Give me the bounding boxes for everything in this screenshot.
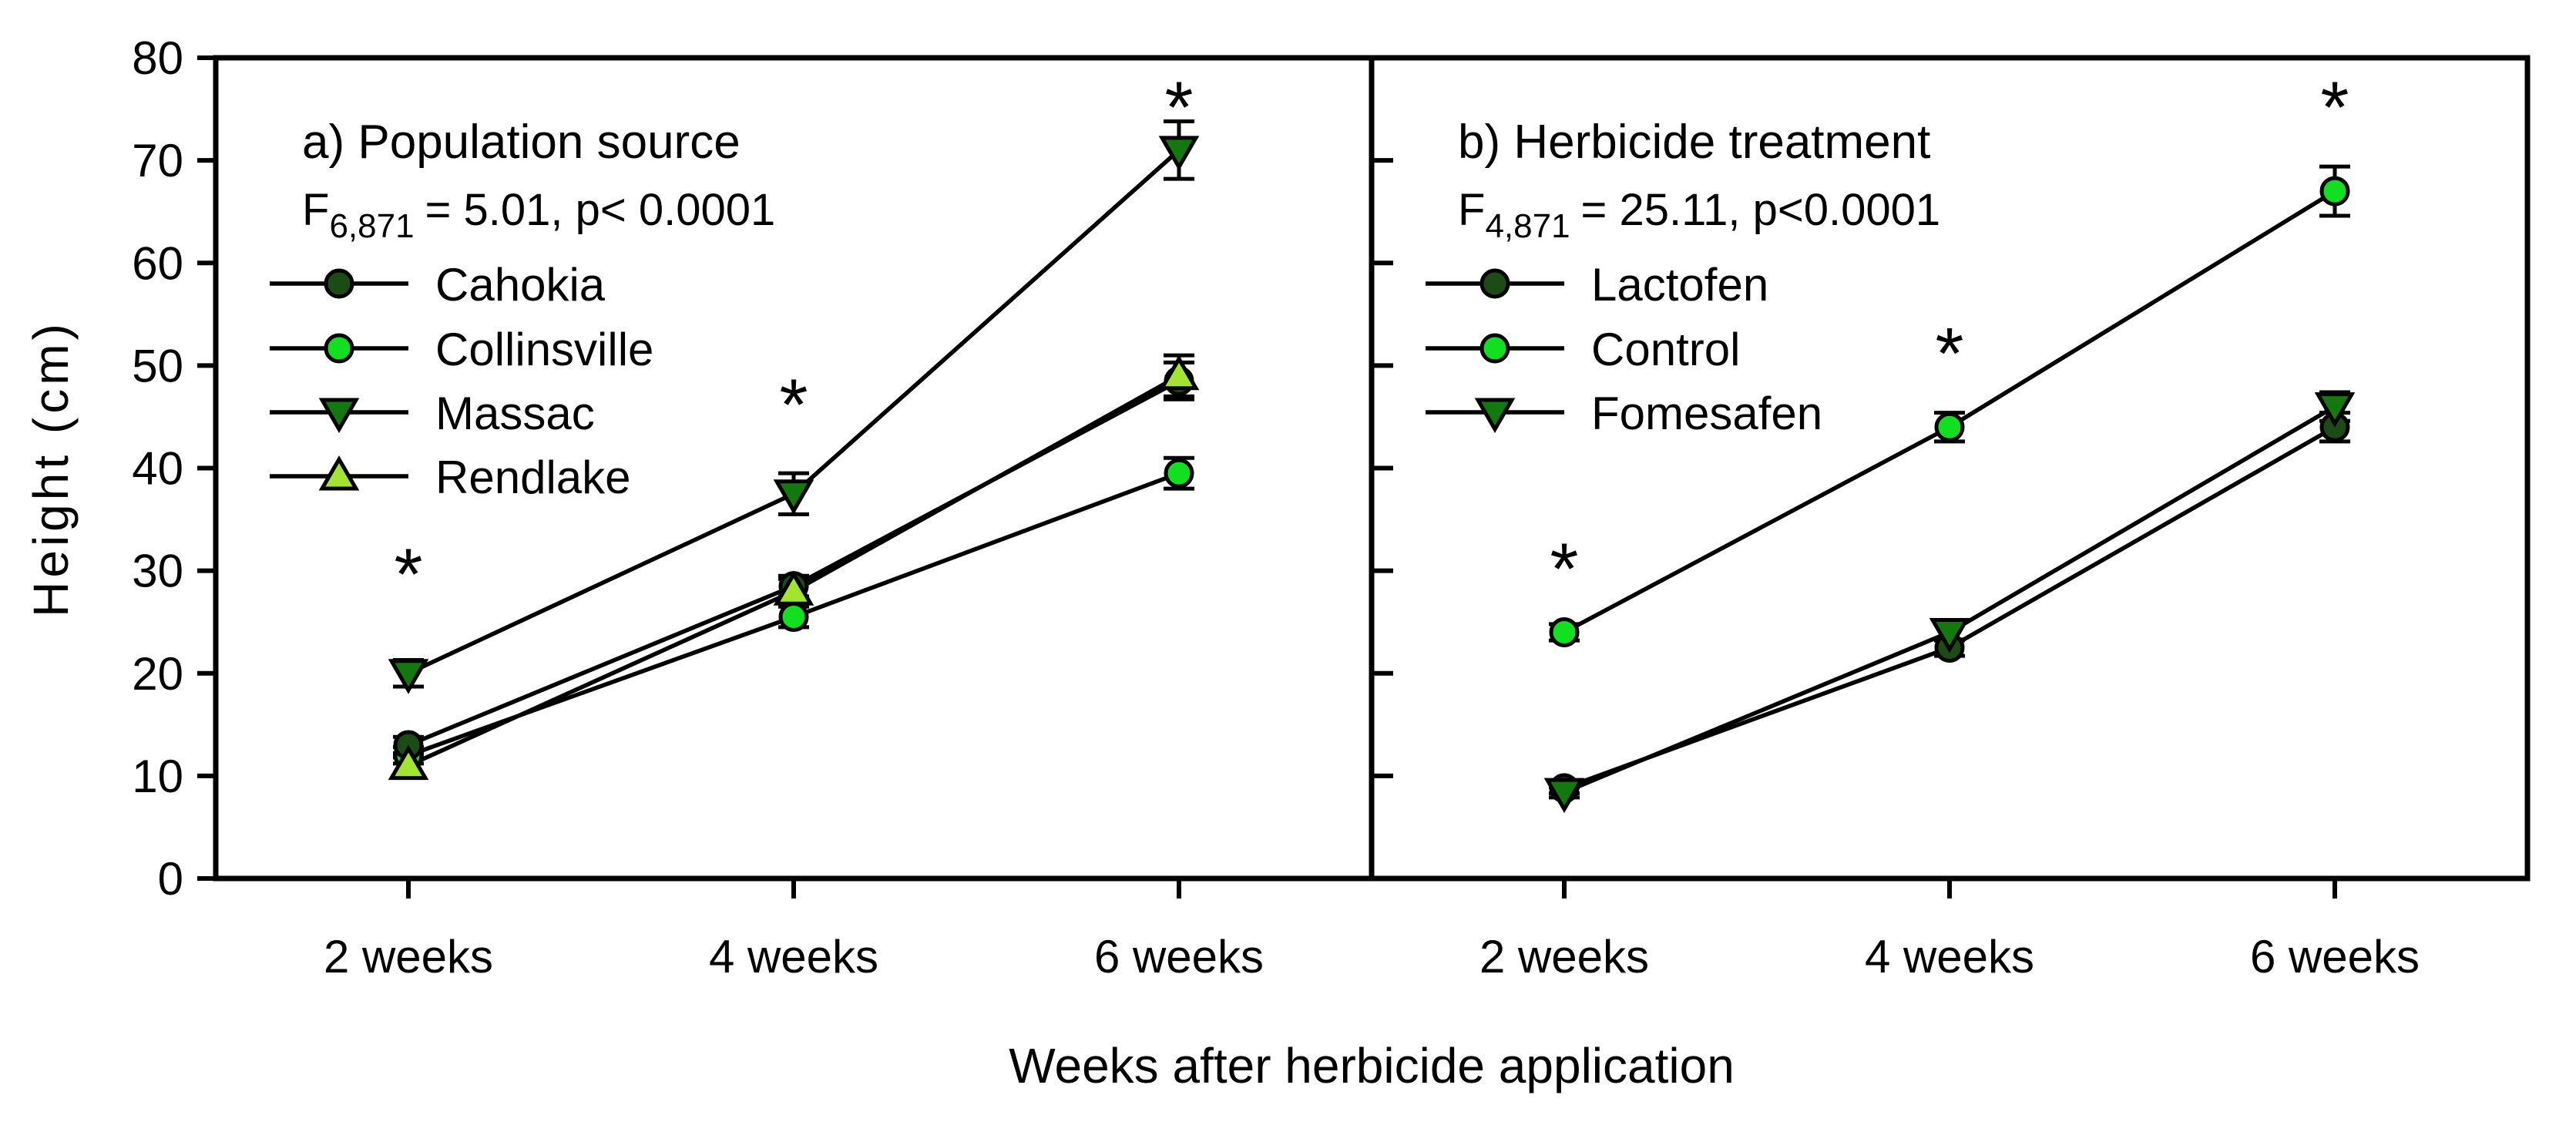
legend-item-massac: Massac [270,388,595,439]
panel-a-title: a) Population source [302,116,741,169]
significance-asterisk: * [395,533,423,615]
marker-control-2 [1934,411,1965,442]
y-axis-tick-label: 30 [132,546,183,597]
legend-label-cahokia: Cahokia [435,259,606,311]
chart-plot-area: 0 10 20 30 40 50 60 70 80 2 weeks 4 weeks 6 weeks * *… [132,32,2531,983]
series-line-lactofen [1563,425,2336,791]
significance-asterisk: * [1550,529,1579,610]
panel-a-fstat-rest: = 5.01, p< 0.0001 [425,185,776,235]
panel-a-fstat-subscript: 6,871 [329,207,414,245]
series-line-fomesafen [1563,405,2336,794]
triangle-down-icon [318,398,360,433]
marker-collinsville-2 [778,602,809,633]
significance-asterisk: * [1165,67,1194,149]
legend-item-fomesafen: Fomesafen [1426,388,1822,439]
panel-b-fstat-subscript: 4,871 [1485,207,1570,245]
legend-label-fomesafen: Fomesafen [1591,388,1822,439]
significance-asterisk: * [2321,67,2349,149]
x-axis-tick-label: 2 weeks [324,931,493,983]
panel-b-fstat: F4,871 = 25.11, p<0.0001 [1458,185,1940,245]
legend-label-lactofen: Lactofen [1591,259,1768,311]
y-axis-tick-label: 60 [132,237,183,289]
significance-asterisk: * [1936,313,1964,395]
y-axis-tick-label: 20 [132,648,183,700]
y-axis-tick-label: 10 [132,751,183,802]
marker-fomesafen-2 [1929,618,1970,653]
marker-control-3 [2319,176,2350,207]
x-axis-tick-label: 6 weeks [1094,931,1264,983]
panel-b-title: b) Herbicide treatment [1458,116,1930,169]
marker-massac-1 [388,659,429,694]
marker-rendlake-2 [773,570,814,606]
y-axis-tick-label: 80 [132,32,183,84]
circle-icon [324,268,354,299]
x-axis-tick-label: 4 weeks [709,931,878,983]
triangle-down-icon [1474,398,1516,433]
legend-label-massac: Massac [435,388,595,439]
y-axis-tick-label: 40 [132,443,183,495]
legend-item-control: Control [1426,324,1740,375]
panel-b-fstat-rest: = 25.11, p<0.0001 [1581,185,1941,235]
significance-asterisk: * [780,364,808,446]
panel-a-fstat-base: F [302,185,329,235]
legend-label-control: Control [1591,324,1740,375]
x-axis-tick-label: 6 weeks [2250,931,2420,983]
panel-b-fstat-base: F [1458,185,1485,235]
x-axis-title: Weeks after herbicide application [1009,1038,1735,1093]
marker-control-1 [1549,617,1580,647]
legend-item-rendlake: Rendlake [270,452,631,503]
legend-label-collinsville: Collinsville [435,324,653,375]
marker-massac-2 [773,479,814,515]
marker-fomesafen-1 [1543,778,1585,814]
marker-rendlake-1 [388,744,429,781]
y-axis-tick-label: 0 [158,853,183,905]
triangle-up-icon [318,455,360,491]
legend-item-collinsville: Collinsville [270,324,653,375]
panel-a-fstat: F6,871 = 5.01, p< 0.0001 [302,185,775,245]
circle-icon [324,333,354,364]
marker-massac-3 [1158,136,1200,171]
y-axis-tick-label: 50 [132,340,183,391]
y-axis-title: Height (cm) [23,320,79,617]
x-axis-tick-label: 4 weeks [1865,931,2034,983]
marker-collinsville-3 [1164,458,1194,489]
marker-rendlake-3 [1158,354,1200,391]
circle-icon [1479,333,1510,364]
legend-label-rendlake: Rendlake [435,452,631,503]
legend-item-cahokia: Cahokia [270,259,606,311]
x-axis-tick-label: 2 weeks [1479,931,1649,983]
circle-icon [1479,268,1510,299]
y-axis-tick-label: 70 [132,135,183,186]
marker-fomesafen-3 [2314,392,2356,428]
legend-item-lactofen: Lactofen [1426,259,1768,311]
